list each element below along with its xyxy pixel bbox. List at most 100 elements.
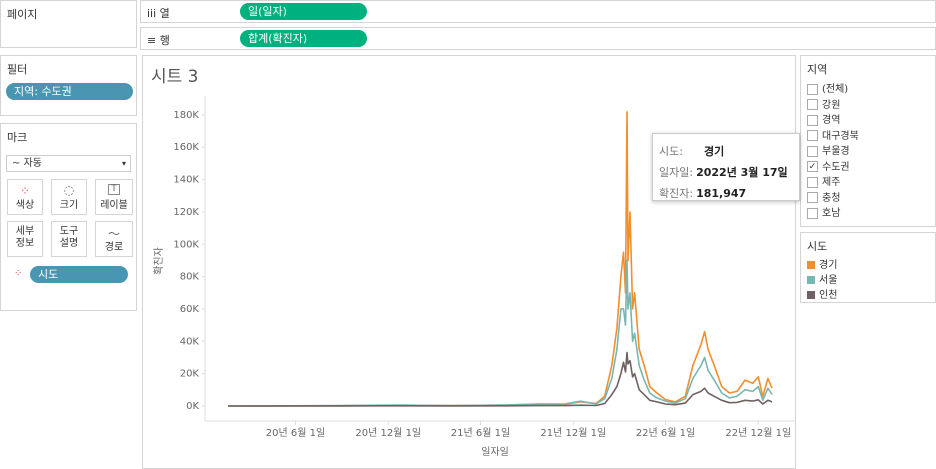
- filter-label: 제주: [822, 177, 841, 188]
- chart-title: 시트 3: [151, 67, 199, 87]
- y-tick-label: 140K: [173, 175, 199, 186]
- filter-label: 경역: [822, 115, 841, 126]
- panel-title: 마크: [7, 131, 28, 144]
- tooltip-row: 시도: 경기: [659, 141, 793, 162]
- shelf-label: ≡ 행: [147, 34, 170, 47]
- shelf-pill[interactable]: 일(일자): [240, 3, 367, 20]
- y-tick-label: 20K: [180, 369, 200, 380]
- button-label: 레이블: [100, 200, 128, 211]
- tooltip: 시도: 경기 일자일: 2022년 3월 17일 확진자: 181,947: [652, 133, 800, 201]
- checkbox[interactable]: [807, 192, 818, 203]
- mark-type-dropdown[interactable]: ~ 자동 ▾: [6, 155, 131, 172]
- x-tick-label: 21년 6월 1일: [451, 427, 510, 439]
- tooltip-row: 확진자: 181,947: [659, 183, 793, 204]
- tooltip-value: 경기: [704, 145, 725, 158]
- shelf-name: 행: [159, 34, 170, 47]
- rows-shelf: ≡ 행 합계(확진자): [140, 27, 936, 50]
- panel-title: 지역: [807, 63, 828, 76]
- checkbox[interactable]: [807, 83, 818, 95]
- x-tick-label: 22년 12월 1일: [725, 427, 791, 439]
- filter-item[interactable]: (전체): [807, 82, 848, 97]
- series-line: [228, 351, 773, 407]
- panel-title: 페이지: [7, 8, 38, 21]
- filter-label: (전체): [822, 84, 849, 95]
- columns-shelf: iii 열 일(일자): [140, 0, 936, 23]
- filter-item[interactable]: ✓ 수도권: [807, 160, 850, 175]
- legend-swatch: [807, 261, 815, 269]
- filter-label: 대구경북: [822, 130, 859, 142]
- checkbox[interactable]: [807, 99, 818, 110]
- legend-title: 시도: [807, 240, 828, 253]
- y-tick-label: 40K: [180, 336, 200, 347]
- color-icon: ⁘: [14, 268, 23, 279]
- chart: 시트 3 확진자 일자일 0K 20K 40K 60K 80K 100K 120K 140K 1…: [151, 67, 795, 458]
- pages-panel: 페이지: [0, 0, 137, 48]
- checkbox[interactable]: [807, 176, 818, 188]
- checkbox[interactable]: ✓: [807, 161, 818, 172]
- mark-type: 자동: [23, 158, 42, 169]
- filter-label: 수도권: [822, 161, 850, 173]
- filter-item[interactable]: 강원: [807, 98, 840, 113]
- filter-item[interactable]: 대구경북: [807, 129, 859, 144]
- button-label: 경로: [104, 242, 124, 253]
- y-tick-label: 160K: [173, 142, 199, 153]
- legend-label: 경기: [819, 260, 838, 271]
- legend-swatch: [807, 291, 815, 299]
- y-axis-title: 확진자: [153, 247, 165, 275]
- legend-item[interactable]: 경기: [807, 258, 837, 273]
- checkbox[interactable]: [807, 145, 818, 157]
- tooltip-label: 시도:: [659, 145, 683, 158]
- y-tick-label: 80K: [180, 272, 200, 283]
- legend-label: 서울: [819, 275, 838, 286]
- y-tick-label: 100K: [173, 239, 199, 250]
- mark-button[interactable]: ◌ 크기: [51, 179, 87, 215]
- shelf-label: iii 열: [147, 7, 170, 20]
- x-tick-label: 21년 12월 1일: [540, 427, 606, 439]
- button-label: 세부 정보: [15, 226, 35, 249]
- panel-title: 필터: [7, 63, 28, 76]
- y-tick-label: 180K: [173, 110, 199, 121]
- checkbox[interactable]: [807, 114, 818, 126]
- tooltip-value: 181,947: [696, 187, 747, 200]
- x-tick-label: 22년 6월 1일: [636, 427, 695, 439]
- filter-item[interactable]: 제주: [807, 175, 840, 190]
- x-axis-title: 일자일: [481, 446, 509, 458]
- shelf-name: 열: [159, 7, 170, 20]
- filter-item[interactable]: 호남: [807, 206, 840, 221]
- color-pill[interactable]: 시도: [30, 266, 128, 283]
- filter-item[interactable]: 경역: [807, 113, 840, 128]
- filter-item[interactable]: 충청: [807, 191, 840, 206]
- mark-button[interactable]: 도구 설명: [51, 221, 87, 257]
- button-label: 도구 설명: [59, 226, 79, 249]
- filter-label: 충청: [822, 192, 841, 204]
- mark-button[interactable]: 세부 정보: [7, 221, 43, 257]
- legend-item[interactable]: 서울: [807, 273, 837, 288]
- mark-button[interactable]: 〜 경로: [95, 221, 133, 257]
- sheet: 시트 3 확진자 일자일 0K 20K 40K 60K 80K 100K 120K 140K 1…: [142, 55, 796, 469]
- filter-pill[interactable]: 지역: 수도권: [6, 83, 133, 100]
- legend-item[interactable]: 인천: [807, 288, 837, 303]
- marks-panel: 마크 ~ 자동 ▾ ⁘ 색상 ◌ 크기 T 레이블 세부 정보 도구 설명 〜 경로 ⁘ …: [0, 123, 137, 311]
- checkbox[interactable]: [807, 130, 818, 141]
- filter-item[interactable]: 부울경: [807, 144, 850, 159]
- x-tick-label: 20년 6월 1일: [266, 427, 325, 439]
- button-label: 색상: [15, 200, 35, 211]
- filter-label: 강원: [822, 99, 841, 111]
- mark-button[interactable]: T 레이블: [95, 179, 133, 215]
- mark-button[interactable]: ⁘ 색상: [7, 179, 43, 215]
- legend-swatch: [807, 276, 815, 284]
- y-tick-label: 120K: [173, 207, 199, 218]
- filter-label: 호남: [822, 208, 841, 219]
- legend-label: 인천: [819, 290, 838, 301]
- shelf-pill[interactable]: 합계(확진자): [240, 30, 367, 47]
- series-line: [228, 259, 773, 407]
- filters-panel: 필터 지역: 수도권: [0, 55, 137, 116]
- button-label: 크기: [59, 200, 79, 211]
- tooltip-label: 일자일:: [659, 166, 694, 179]
- y-tick-label: 60K: [180, 304, 200, 315]
- checkbox[interactable]: [807, 207, 818, 219]
- y-tick-label: 0K: [186, 401, 199, 412]
